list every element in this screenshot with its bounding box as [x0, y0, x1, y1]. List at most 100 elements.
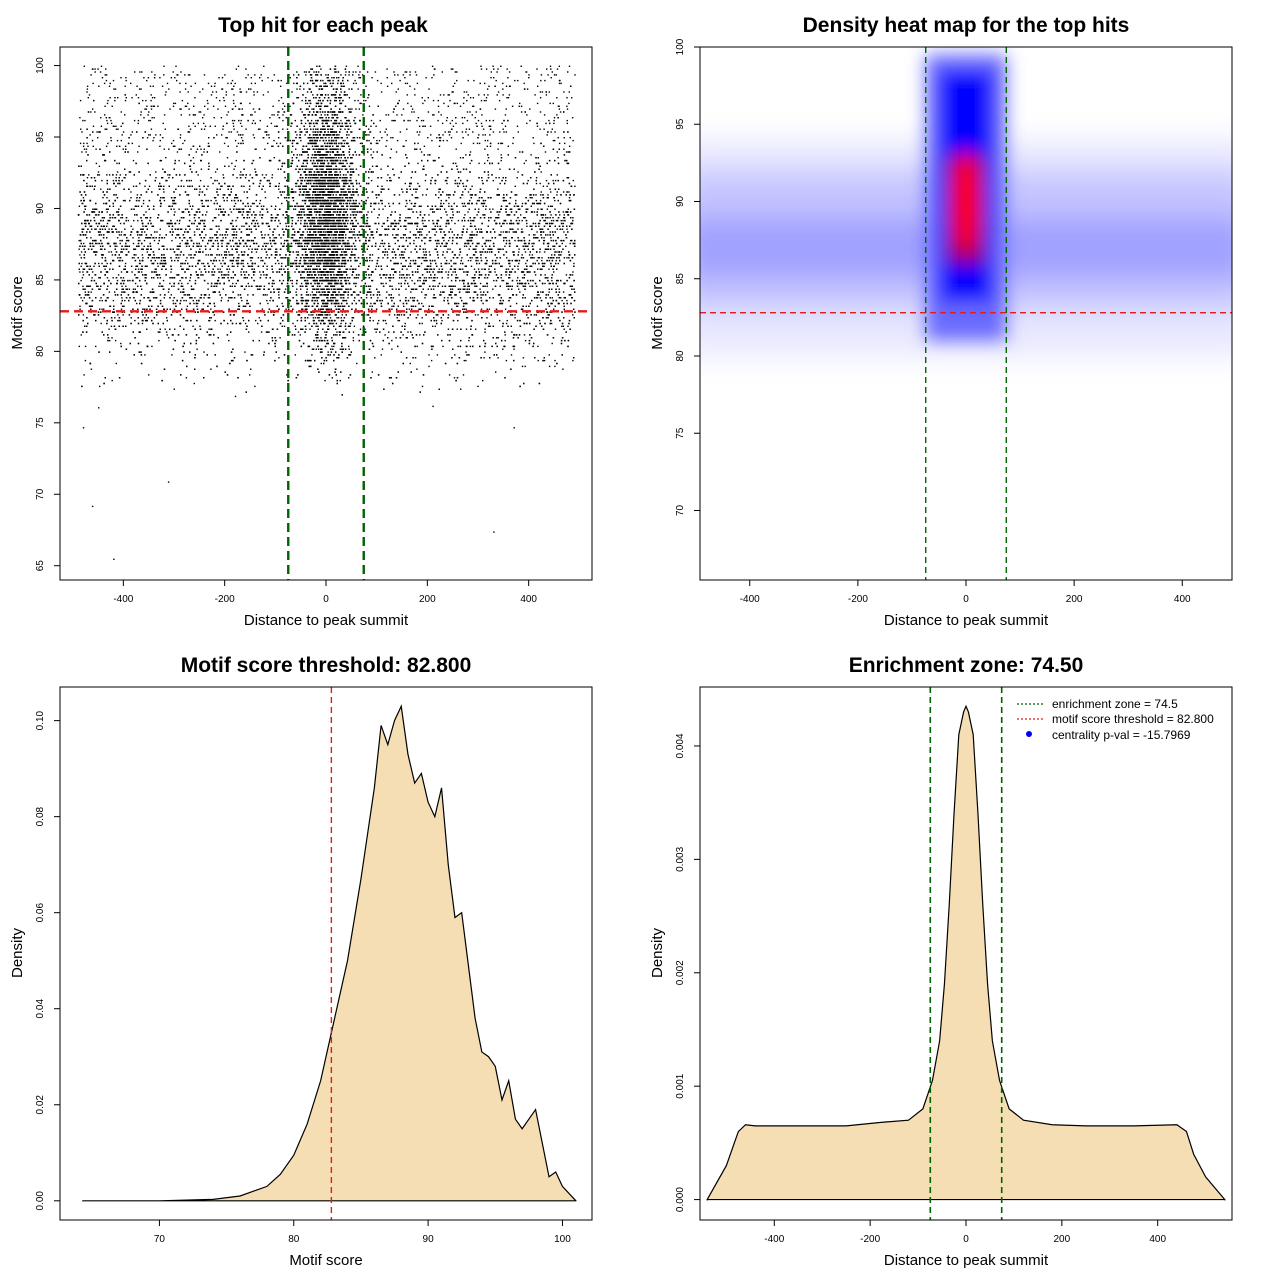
scatter-point: [99, 385, 101, 388]
scatter-point: [417, 265, 419, 267]
scatter-point: [259, 288, 261, 290]
scatter-point: [263, 237, 265, 239]
scatter-point: [533, 314, 536, 316]
scatter-point: [507, 311, 509, 313]
scatter-point: [274, 262, 277, 265]
scatter-point: [171, 285, 173, 287]
scatter-point: [467, 211, 469, 213]
scatter-point: [106, 122, 109, 125]
scatter-point: [235, 282, 237, 285]
scatter-point: [506, 257, 508, 259]
scatter-point: [553, 265, 555, 267]
scatter-point: [266, 265, 268, 267]
scatter-point: [227, 271, 230, 273]
scatter-point: [307, 265, 309, 267]
scatter-point: [282, 279, 285, 282]
scatter-point: [554, 328, 557, 330]
scatter-point: [261, 174, 264, 176]
scatter-point: [144, 274, 146, 276]
scatter-point: [303, 245, 306, 247]
scatter-point: [79, 271, 81, 273]
scatter-point: [480, 291, 482, 293]
scatter-point: [156, 231, 158, 233]
scatter-point: [249, 265, 251, 267]
scatter-point: [374, 268, 377, 270]
scatter-point: [259, 211, 261, 213]
scatter-point: [492, 179, 494, 182]
scatter-point: [547, 314, 549, 316]
scatter-point: [484, 139, 486, 142]
scatter-point: [240, 199, 242, 202]
scatter-point: [516, 194, 518, 196]
scatter-point: [247, 302, 250, 305]
scatter-point: [231, 285, 233, 287]
scatter-point: [447, 271, 450, 273]
scatter-point: [489, 251, 491, 253]
scatter-point: [350, 214, 352, 216]
scatter-point: [285, 225, 288, 227]
scatter-point: [439, 245, 442, 247]
scatter-point: [345, 191, 347, 193]
scatter-point: [220, 262, 222, 265]
scatter-point: [367, 197, 369, 199]
scatter-point: [391, 348, 393, 350]
scatter-point: [247, 262, 249, 265]
scatter-point: [485, 245, 487, 247]
scatter-point: [278, 294, 280, 296]
scatter-point: [189, 228, 191, 230]
scatter-point: [421, 322, 423, 325]
scatter-point: [391, 268, 394, 270]
scatter-point: [445, 271, 447, 273]
scatter-point: [382, 208, 384, 210]
scatter-point: [351, 219, 353, 222]
scatter-point: [130, 317, 132, 319]
scatter-point: [471, 185, 473, 187]
scatter-point: [272, 279, 275, 282]
scatter-point: [521, 365, 524, 368]
scatter-point: [506, 222, 508, 225]
scatter-point: [562, 325, 565, 327]
scatter-point: [417, 162, 419, 165]
scatter-point: [278, 188, 280, 190]
scatter-point: [164, 328, 166, 330]
scatter-point: [255, 148, 257, 150]
scatter-point: [570, 239, 572, 242]
scatter-point: [360, 211, 362, 213]
scatter-point: [106, 211, 108, 213]
scatter-point: [334, 334, 337, 336]
scatter-point: [142, 257, 144, 259]
scatter-point: [115, 185, 117, 187]
scatter-point: [165, 157, 167, 159]
scatter-point: [111, 254, 114, 256]
scatter-point: [227, 322, 229, 325]
scatter-point: [196, 299, 198, 302]
scatter-point: [255, 319, 257, 322]
scatter-point: [566, 228, 568, 230]
scatter-point: [469, 194, 472, 196]
scatter-point: [402, 251, 404, 253]
scatter-point: [188, 225, 190, 227]
scatter-point: [388, 314, 391, 316]
scatter-point: [404, 182, 406, 185]
scatter-point: [565, 151, 568, 153]
scatter-point: [172, 299, 174, 302]
scatter-point: [428, 214, 430, 216]
scatter-point: [193, 162, 195, 165]
scatter-point: [368, 177, 370, 179]
scatter-point: [545, 222, 547, 225]
scatter-point: [148, 185, 151, 187]
scatter-point: [282, 245, 284, 247]
scatter-point: [237, 265, 239, 267]
scatter-point: [488, 217, 490, 219]
scatter-point: [100, 297, 102, 299]
scatter-point: [558, 288, 560, 290]
scatter-point: [351, 171, 354, 173]
scatter-point: [521, 277, 524, 279]
scatter-point: [296, 288, 298, 290]
scatter-point: [194, 297, 196, 299]
scatter-point: [531, 254, 534, 256]
scatter-point: [535, 182, 538, 185]
scatter-point: [463, 245, 466, 247]
scatter-point: [81, 299, 84, 302]
scatter-point: [183, 299, 185, 302]
